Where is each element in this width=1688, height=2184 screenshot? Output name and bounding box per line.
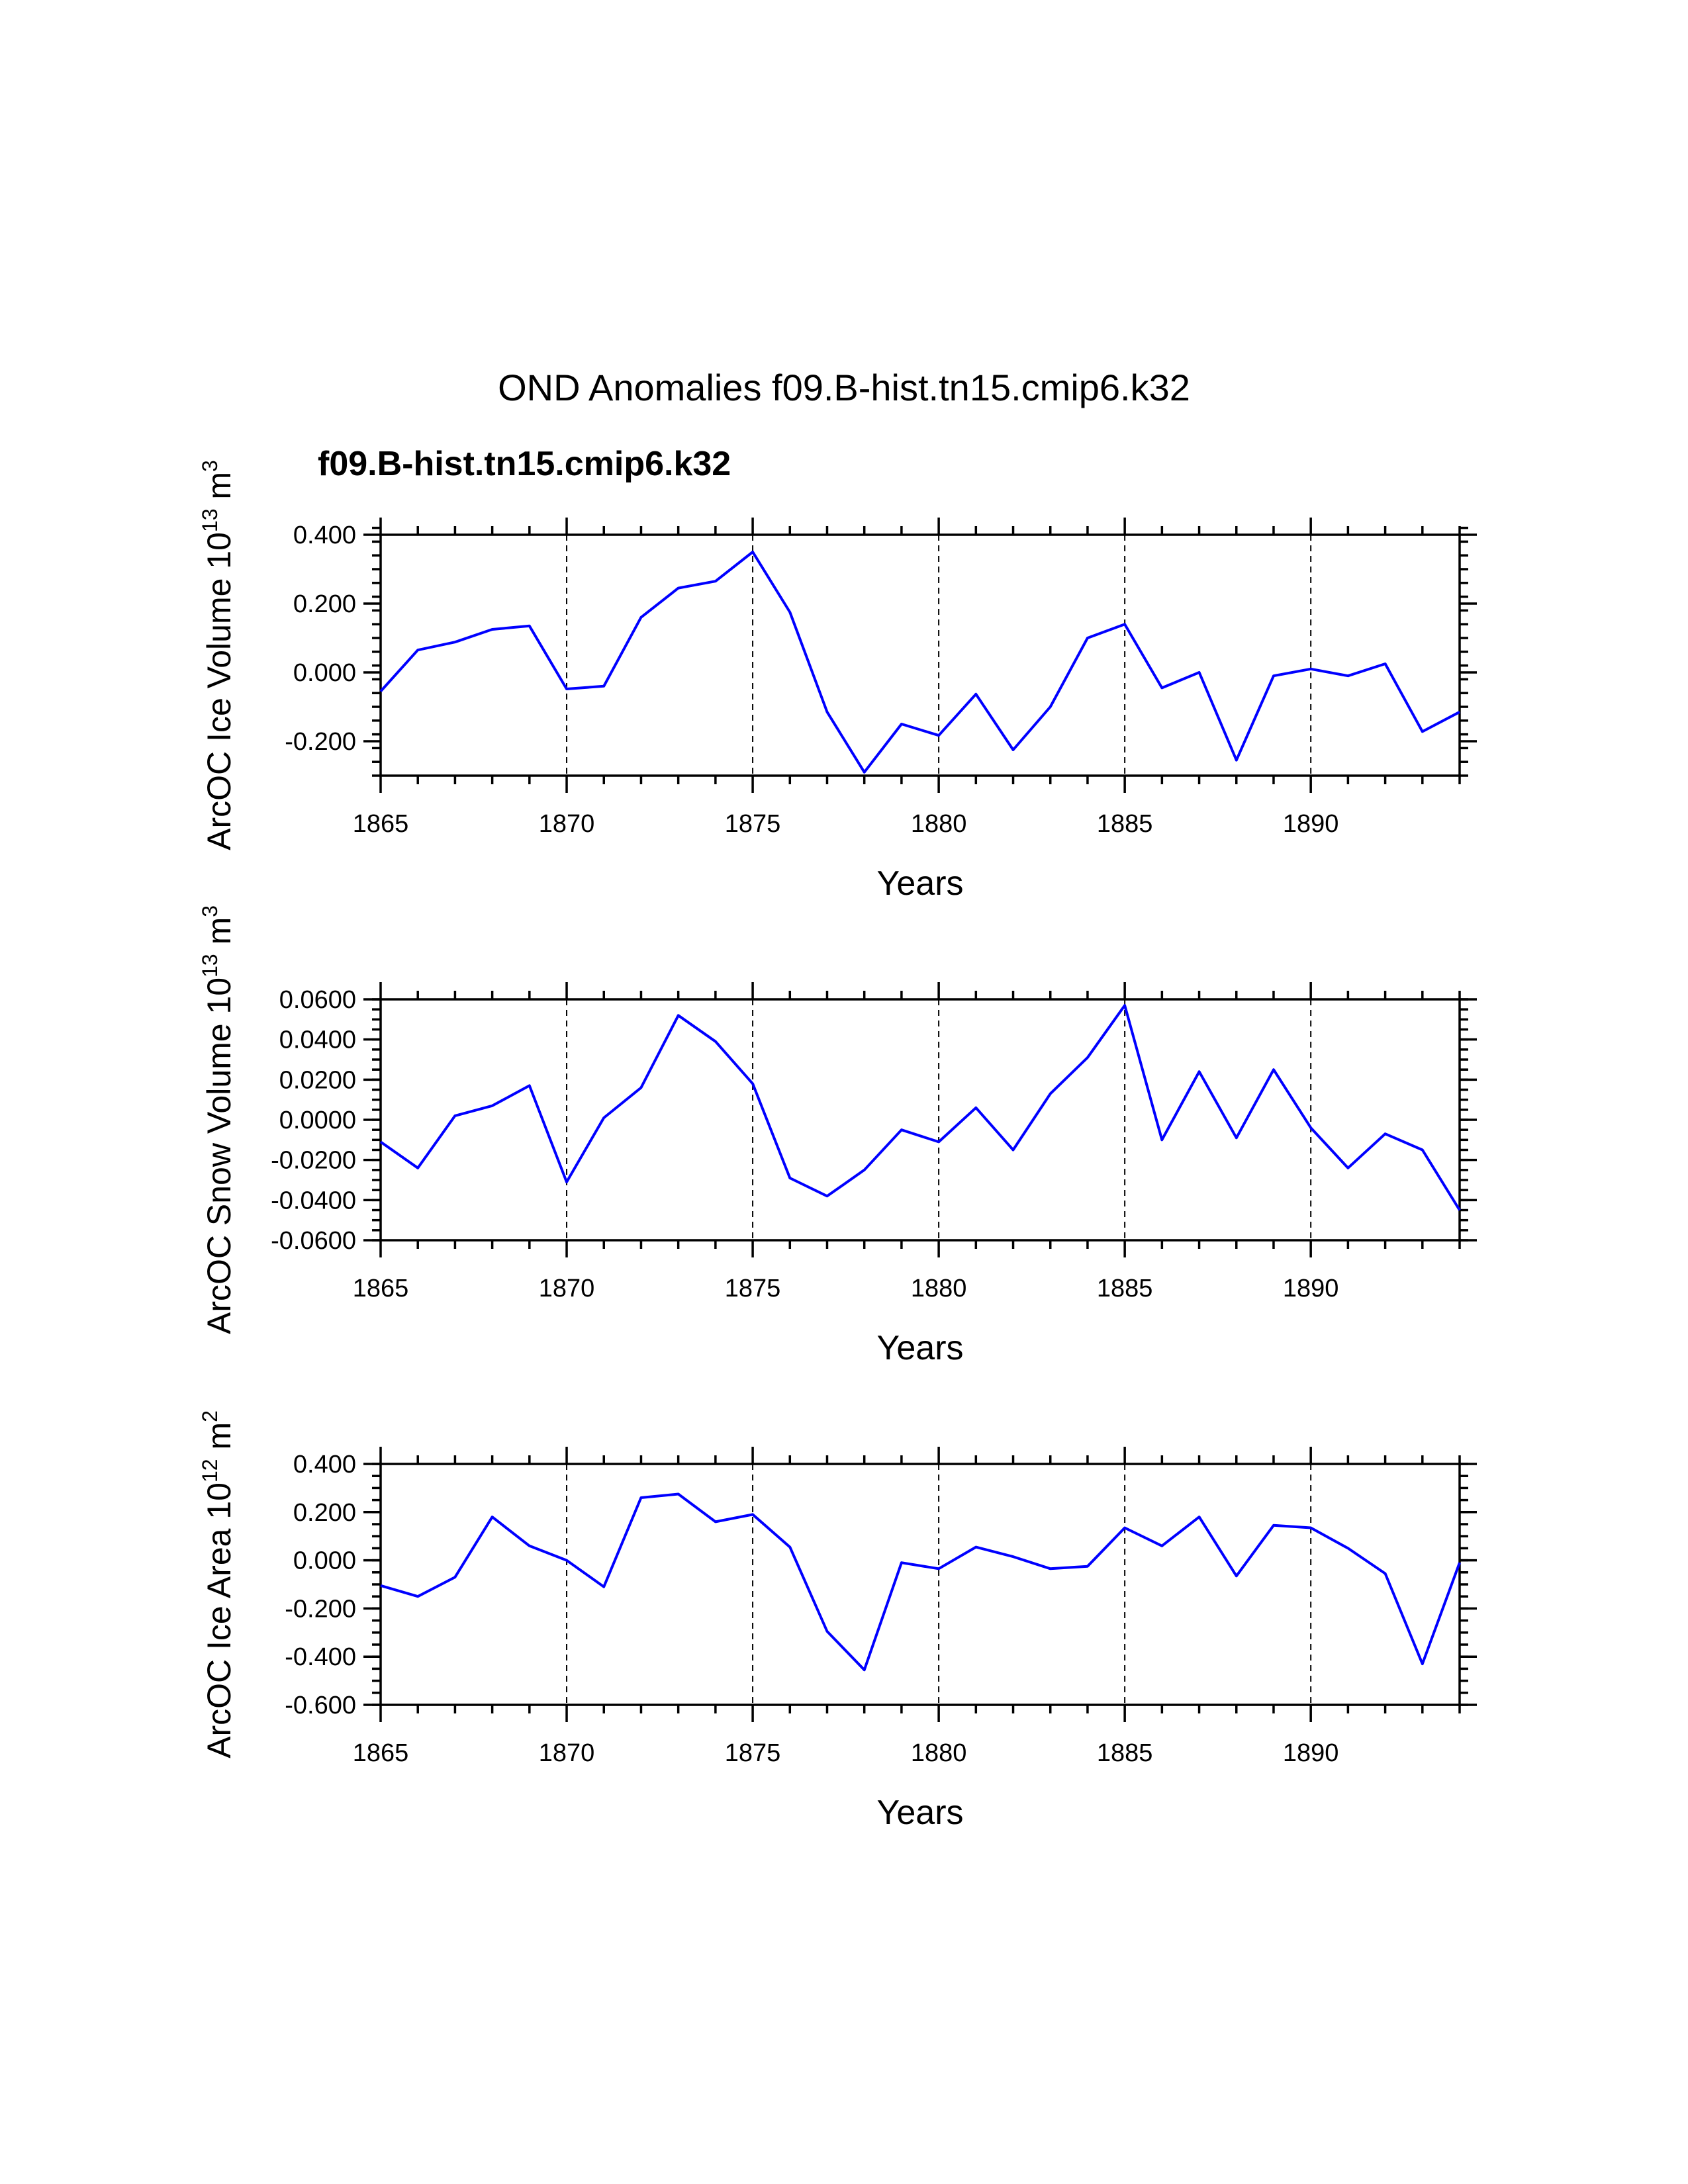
y-tick-label: -0.200 — [285, 728, 356, 756]
chart-panel-3: 1865 1870 1875 1880 1885 1890 0.400 0.200 0.000 -… — [198, 1410, 1477, 1832]
chart-panel-2: 1865 1870 1875 1880 1885 1890 0.0600 0.0400 0.02… — [198, 905, 1477, 1367]
x-tick-label: 1875 — [725, 1275, 781, 1302]
plot-frame — [379, 998, 1461, 1242]
y-tick-label: 0.400 — [293, 522, 356, 549]
x-tick-label: 1890 — [1283, 1739, 1339, 1767]
panels: 1865 1870 1875 1880 1885 1890 0.400 0.200 0.000 -… — [198, 460, 1477, 1832]
y-tick-label: 0.0000 — [279, 1107, 356, 1134]
x-tick-label: 1890 — [1283, 1275, 1339, 1302]
y-tick-label: 0.400 — [293, 1451, 356, 1479]
x-axis-title: Years — [876, 1329, 963, 1367]
series-line — [379, 1004, 1461, 1211]
x-tick-label: 1865 — [353, 1739, 409, 1767]
y-tick-label: -0.0400 — [271, 1187, 356, 1214]
y-tick-label: 0.0400 — [279, 1026, 356, 1054]
x-tick-label: 1875 — [725, 1739, 781, 1767]
x-tick-label: 1870 — [539, 810, 595, 838]
series-line — [379, 551, 1460, 774]
x-tick-label: 1880 — [911, 1275, 967, 1302]
x-tick-label: 1865 — [353, 1275, 409, 1302]
y-tick-label: -0.0200 — [271, 1147, 356, 1175]
y-axis-title: ArcOC Snow Volume 1013 m3 — [198, 905, 238, 1334]
plot-frame — [379, 533, 1461, 777]
y-tick-label: -0.600 — [285, 1692, 356, 1719]
chart-title: OND Anomalies f09.B-hist.tn15.cmip6.k32 — [498, 367, 1190, 408]
y-tick-label: -0.400 — [285, 1643, 356, 1671]
y-tick-label: -0.0600 — [271, 1227, 356, 1255]
x-tick-label: 1890 — [1283, 810, 1339, 838]
x-tick-label: 1865 — [353, 810, 409, 838]
y-tick-label: 0.000 — [293, 659, 356, 687]
x-tick-label: 1870 — [539, 1275, 595, 1302]
x-axis-title: Years — [876, 1794, 963, 1832]
x-tick-label: 1885 — [1097, 1275, 1153, 1302]
x-tick-label: 1870 — [539, 1739, 595, 1767]
y-tick-label: 0.0200 — [279, 1066, 356, 1094]
y-tick-label: 0.0600 — [279, 986, 356, 1014]
x-axis-title: Years — [876, 864, 963, 903]
plot-frame — [379, 1463, 1461, 1706]
x-tick-label: 1885 — [1097, 810, 1153, 838]
x-tick-label: 1875 — [725, 810, 781, 838]
y-tick-label: 0.200 — [293, 1499, 356, 1527]
chart-panel-1: 1865 1870 1875 1880 1885 1890 0.400 0.200 0.000 -… — [198, 460, 1477, 903]
y-tick-label: 0.000 — [293, 1547, 356, 1575]
x-tick-label: 1885 — [1097, 1739, 1153, 1767]
series-line — [380, 1492, 1461, 1672]
y-tick-label: 0.200 — [293, 590, 356, 618]
y-axis-title: ArcOC Ice Volume 1013 m3 — [198, 460, 238, 850]
y-axis-title: ArcOC Ice Area 1012 m2 — [198, 1410, 238, 1758]
x-tick-label: 1880 — [911, 810, 967, 838]
y-tick-label: -0.200 — [285, 1595, 356, 1623]
case-label: f09.B-hist.tn15.cmip6.k32 — [318, 445, 731, 483]
x-tick-label: 1880 — [911, 1739, 967, 1767]
